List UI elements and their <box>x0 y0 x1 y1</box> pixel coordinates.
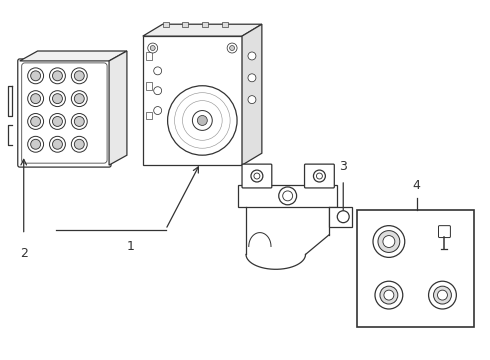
Text: 1: 1 <box>127 239 135 252</box>
Circle shape <box>248 52 256 60</box>
Text: 3: 3 <box>339 160 347 173</box>
Circle shape <box>375 281 403 309</box>
Circle shape <box>380 286 398 304</box>
Circle shape <box>31 71 41 81</box>
FancyBboxPatch shape <box>18 59 111 167</box>
Circle shape <box>279 187 296 205</box>
Circle shape <box>248 96 256 104</box>
Circle shape <box>154 67 162 75</box>
Circle shape <box>154 107 162 114</box>
Circle shape <box>230 46 235 50</box>
Circle shape <box>28 136 44 152</box>
Circle shape <box>254 173 260 179</box>
Circle shape <box>31 94 41 104</box>
Circle shape <box>384 290 394 300</box>
Circle shape <box>148 43 158 53</box>
Polygon shape <box>329 207 352 227</box>
Circle shape <box>52 71 62 81</box>
Circle shape <box>28 113 44 129</box>
FancyBboxPatch shape <box>439 226 450 238</box>
Bar <box>222 22 228 27</box>
Circle shape <box>74 117 84 126</box>
Bar <box>202 22 208 27</box>
Circle shape <box>49 113 65 129</box>
Circle shape <box>193 111 212 130</box>
Circle shape <box>74 71 84 81</box>
Bar <box>146 112 152 120</box>
Circle shape <box>28 68 44 84</box>
Circle shape <box>49 91 65 107</box>
Circle shape <box>337 211 349 223</box>
Circle shape <box>74 94 84 104</box>
Circle shape <box>52 117 62 126</box>
Circle shape <box>74 139 84 149</box>
Circle shape <box>28 91 44 107</box>
Circle shape <box>52 94 62 104</box>
Circle shape <box>72 136 87 152</box>
Circle shape <box>150 46 155 50</box>
Circle shape <box>429 281 456 309</box>
Bar <box>146 52 152 60</box>
Bar <box>357 210 474 327</box>
Circle shape <box>31 139 41 149</box>
Circle shape <box>227 43 237 53</box>
Circle shape <box>168 86 237 155</box>
Circle shape <box>49 68 65 84</box>
Polygon shape <box>109 51 127 165</box>
Circle shape <box>49 136 65 152</box>
Polygon shape <box>242 24 262 165</box>
Circle shape <box>31 117 41 126</box>
Circle shape <box>438 290 447 300</box>
Circle shape <box>373 226 405 257</box>
Bar <box>146 82 152 90</box>
Polygon shape <box>143 24 262 36</box>
Circle shape <box>283 191 293 201</box>
Circle shape <box>72 91 87 107</box>
Bar <box>163 22 169 27</box>
Circle shape <box>52 139 62 149</box>
Text: 2: 2 <box>20 247 27 261</box>
FancyBboxPatch shape <box>242 164 272 188</box>
Polygon shape <box>20 51 127 61</box>
Circle shape <box>383 235 395 247</box>
FancyBboxPatch shape <box>305 164 334 188</box>
Bar <box>143 36 242 165</box>
Bar <box>182 22 189 27</box>
Circle shape <box>154 87 162 95</box>
Circle shape <box>434 286 451 304</box>
Text: 4: 4 <box>413 179 420 192</box>
Circle shape <box>378 231 400 252</box>
Circle shape <box>317 173 322 179</box>
Circle shape <box>72 113 87 129</box>
Circle shape <box>72 68 87 84</box>
Circle shape <box>197 116 207 125</box>
Circle shape <box>314 170 325 182</box>
Circle shape <box>251 170 263 182</box>
Polygon shape <box>238 185 337 207</box>
Circle shape <box>248 74 256 82</box>
